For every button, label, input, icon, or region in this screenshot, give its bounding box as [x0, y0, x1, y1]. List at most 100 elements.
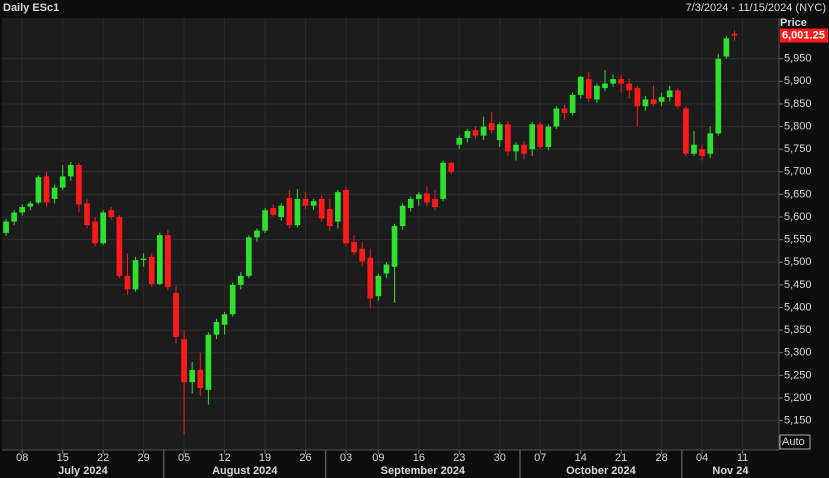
scale-button[interactable] [779, 434, 811, 450]
candle-body [472, 130, 479, 136]
y-tick-label: 5,150 [784, 415, 812, 427]
candle-body [488, 122, 495, 131]
candle-body [415, 194, 422, 199]
candle-body [221, 314, 228, 325]
candle-body [513, 144, 519, 152]
candle-body [310, 201, 317, 206]
candle-body [553, 108, 560, 127]
candle-body [577, 76, 584, 95]
candle-body [666, 90, 673, 98]
candle-body [399, 205, 406, 227]
month-label: October 2024 [566, 465, 637, 477]
y-tick-label: 5,400 [784, 301, 812, 313]
candle-body [229, 284, 236, 315]
candle-body [731, 33, 738, 36]
candle-body [505, 124, 511, 152]
candle-body [35, 177, 42, 203]
candle-body [76, 165, 82, 205]
candle-body [610, 79, 616, 84]
candle-body [480, 126, 487, 136]
candle-body [132, 260, 139, 290]
y-tick-label: 5,950 [784, 53, 812, 65]
candle-body [691, 144, 697, 154]
y-tick-label: 5,300 [784, 347, 812, 359]
candle-body [618, 79, 625, 84]
candle-body [254, 230, 260, 238]
x-tick-label: 08 [16, 452, 28, 464]
candle-body [496, 124, 503, 141]
candle-body [464, 131, 471, 138]
month-label: August 2024 [212, 465, 278, 477]
candle-body [237, 275, 244, 285]
candle-body [383, 264, 390, 274]
candle-body [375, 275, 382, 297]
x-tick-label: 05 [178, 452, 190, 464]
candle-body [424, 193, 430, 203]
candle-body [27, 203, 34, 207]
candle-body [43, 176, 50, 203]
candle-body [634, 88, 641, 107]
candle-body [650, 99, 657, 104]
candle-body [407, 198, 414, 208]
candle-body [262, 210, 268, 231]
x-tick-label: 23 [453, 452, 465, 464]
y-tick-label: 5,700 [784, 166, 812, 178]
candle-body [658, 97, 665, 102]
candle-body [537, 124, 544, 147]
x-tick-label: 28 [656, 452, 668, 464]
candle-body [3, 221, 9, 233]
x-tick-label: 07 [534, 452, 546, 464]
candle-body [448, 162, 455, 172]
last-price-label: 6,001.25 [782, 29, 825, 41]
y-tick-label: 5,250 [784, 369, 812, 381]
candle-body [642, 99, 649, 107]
candle-body [343, 189, 349, 244]
candle-body [318, 198, 325, 219]
month-label: September 2024 [381, 465, 466, 477]
candle-body [391, 226, 398, 267]
candle-body [545, 126, 552, 147]
x-tick-label: 12 [218, 452, 230, 464]
candle-body [294, 198, 301, 226]
candle-body [594, 85, 600, 100]
x-tick-label: 26 [299, 452, 311, 464]
candle-body [108, 210, 115, 218]
candle-body [67, 165, 74, 177]
chart-title: Daily ESc1 [3, 2, 59, 14]
x-tick-label: 03 [340, 452, 352, 464]
y-tick-label: 5,850 [784, 98, 812, 110]
candle-body [100, 212, 107, 244]
candle-body [707, 133, 714, 154]
candle-body [456, 137, 463, 145]
y-tick-label: 5,800 [784, 120, 812, 132]
candle-body [367, 257, 374, 299]
plot-area [2, 18, 779, 450]
candle-body [569, 94, 576, 113]
scale-mode[interactable]: Auto [782, 436, 805, 448]
candle-body [51, 187, 58, 199]
candle-body [197, 369, 204, 389]
y-tick-label: 5,500 [784, 256, 812, 268]
candle-body [59, 176, 66, 188]
y-tick-label: 5,650 [784, 188, 812, 200]
y-tick-label: 5,900 [784, 75, 812, 87]
candle-body [561, 108, 568, 113]
candle-body [84, 203, 90, 226]
candle-body [148, 256, 155, 284]
candle-body [173, 293, 179, 337]
candle-body [335, 192, 341, 222]
candle-body [270, 207, 276, 215]
candle-body [124, 275, 131, 290]
candle-body [140, 258, 147, 261]
candle-body [92, 221, 98, 244]
candle-body [302, 198, 309, 206]
candle-body [521, 144, 527, 154]
y-tick-label: 5,200 [784, 392, 812, 404]
candle-body [359, 248, 366, 262]
y-tick-label: 5,550 [784, 234, 812, 246]
candle-body [116, 217, 123, 276]
candle-body [165, 235, 171, 288]
y-tick-label: 5,600 [784, 211, 812, 223]
x-tick-label: 22 [97, 452, 109, 464]
candle-body [432, 198, 438, 208]
